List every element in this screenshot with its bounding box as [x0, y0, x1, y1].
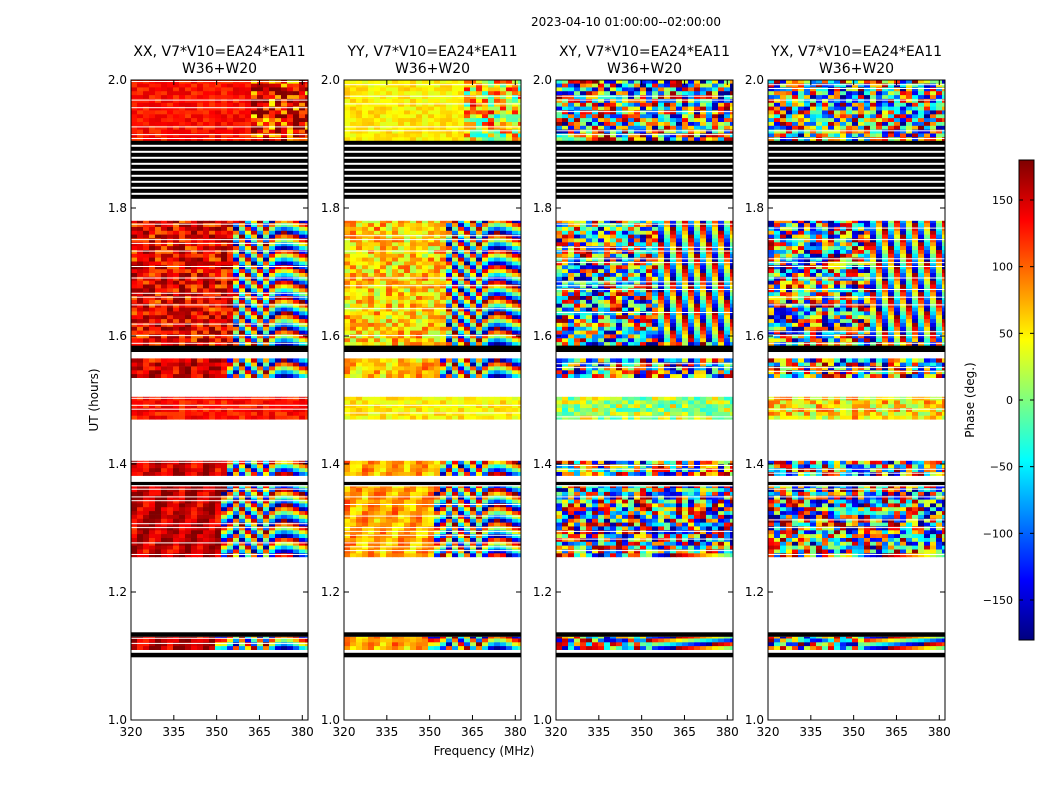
colorbar-tick-label: 100 [992, 261, 1013, 274]
y-tick-label: 1.6 [533, 329, 552, 343]
y-tick-label: 1.4 [533, 457, 552, 471]
y-tick-label: 1.2 [321, 585, 340, 599]
y-tick-label: 1.6 [745, 329, 764, 343]
y-tick-label: 1.2 [533, 585, 552, 599]
panel-frame [555, 79, 734, 721]
y-tick-label: 2.0 [321, 73, 340, 87]
x-tick-label: 320 [120, 725, 143, 739]
y-tick-label: 1.2 [108, 585, 127, 599]
panel-frame [130, 79, 309, 721]
panel-title-line1: YX, V7*V10=EA24*EA11 [770, 44, 942, 60]
x-tick-label: 380 [504, 725, 527, 739]
y-tick-label: 1.8 [321, 201, 340, 215]
x-tick-label: 335 [162, 725, 185, 739]
x-tick-label: 365 [248, 725, 271, 739]
y-tick-label: 2.0 [533, 73, 552, 87]
colorbar-tick-label: 50 [999, 327, 1013, 340]
colorbar-label: Phase (deg.) [963, 362, 977, 437]
y-tick-label: 1.6 [108, 329, 127, 343]
panel-title-line2: W36+W20 [819, 61, 894, 77]
y-axis-label: UT (hours) [87, 368, 101, 431]
x-tick-label: 365 [461, 725, 484, 739]
x-tick-label: 365 [673, 725, 696, 739]
colorbar-tick-label: 150 [992, 194, 1013, 207]
x-axis-label: Frequency (MHz) [434, 744, 535, 758]
y-tick-label: 1.0 [321, 713, 340, 727]
colorbar: −150 −100 −50 0 50 100 150 Phase (deg.) [963, 159, 1035, 641]
y-tick-label: 1.8 [533, 201, 552, 215]
y-tick-label: 1.8 [745, 201, 764, 215]
y-tick-label: 1.8 [108, 201, 127, 215]
y-tick-label: 1.6 [321, 329, 340, 343]
x-tick-label: 335 [375, 725, 398, 739]
y-tick-label: 1.0 [108, 713, 127, 727]
x-tick-label: 350 [418, 725, 441, 739]
x-tick-label: 320 [545, 725, 568, 739]
y-tick-label: 1.4 [321, 457, 340, 471]
y-tick-label: 2.0 [745, 73, 764, 87]
colorbar-tick-label: −150 [983, 594, 1013, 607]
figure-title: 2023-04-10 01:00:00--02:00:00 [531, 15, 721, 29]
x-tick-label: 380 [716, 725, 739, 739]
panel-title-line1: XX, V7*V10=EA24*EA11 [133, 44, 305, 60]
colorbar-tick-label: −100 [983, 527, 1013, 540]
panel-title-line1: XY, V7*V10=EA24*EA11 [559, 44, 730, 60]
panel-frame [343, 79, 522, 721]
colorbar-tick-label: −50 [990, 461, 1013, 474]
y-tick-label: 2.0 [108, 73, 127, 87]
x-tick-label: 380 [291, 725, 314, 739]
panel-title-line2: W36+W20 [607, 61, 682, 77]
y-tick-label: 1.4 [108, 457, 127, 471]
x-tick-label: 335 [587, 725, 610, 739]
x-tick-label: 320 [757, 725, 780, 739]
panel-title-line2: W36+W20 [182, 61, 257, 77]
x-tick-label: 380 [928, 725, 951, 739]
y-tick-label: 1.2 [745, 585, 764, 599]
panel-title-line2: W36+W20 [395, 61, 470, 77]
x-tick-label: 350 [842, 725, 865, 739]
y-tick-label: 1.0 [533, 713, 552, 727]
x-tick-label: 350 [630, 725, 653, 739]
x-tick-label: 365 [885, 725, 908, 739]
panel-frame [767, 79, 946, 721]
y-tick-label: 1.4 [745, 457, 764, 471]
x-tick-label: 350 [205, 725, 228, 739]
x-tick-label: 335 [799, 725, 822, 739]
y-tick-label: 1.0 [745, 713, 764, 727]
panel-title-line1: YY, V7*V10=EA24*EA11 [346, 44, 517, 60]
x-tick-label: 320 [333, 725, 356, 739]
colorbar-tick-label: 0 [1006, 394, 1013, 407]
